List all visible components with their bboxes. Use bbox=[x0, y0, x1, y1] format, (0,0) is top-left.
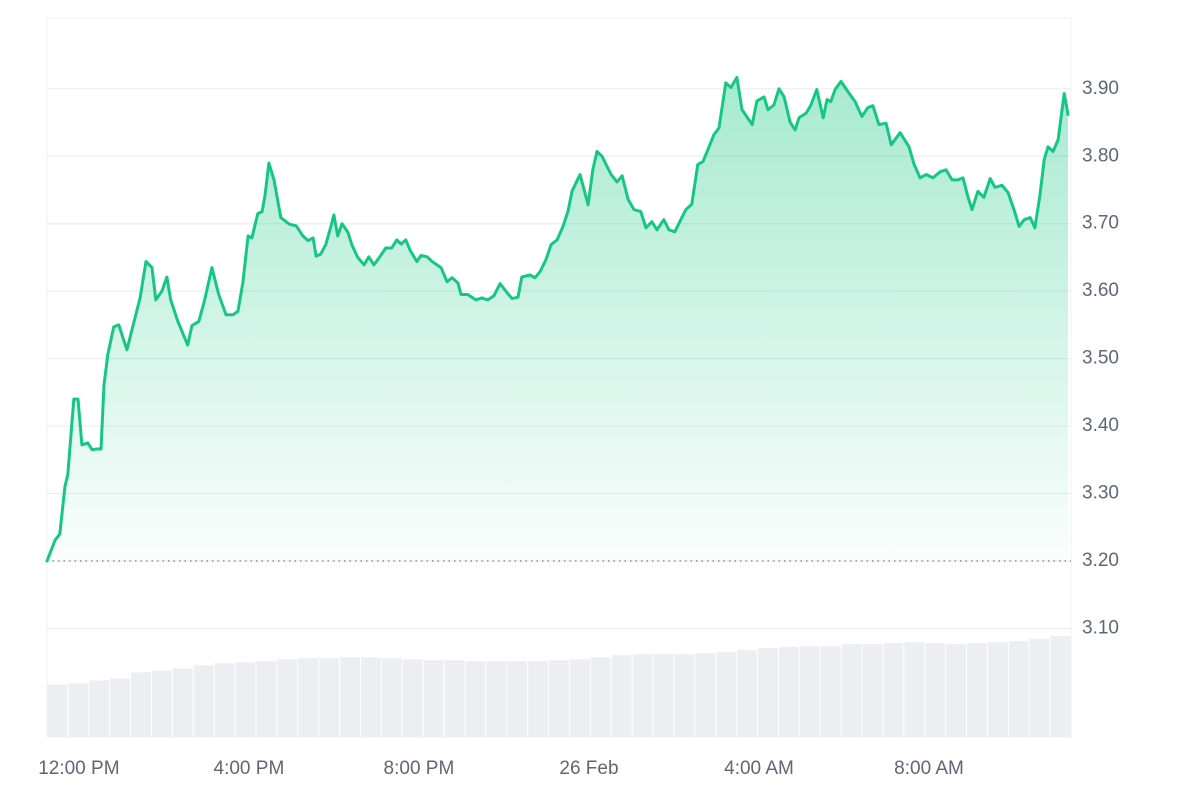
volume-bar bbox=[444, 660, 465, 737]
volume-bar bbox=[799, 646, 820, 737]
volume-bar bbox=[277, 659, 298, 737]
volume-bar bbox=[131, 672, 151, 737]
volume-bar bbox=[987, 642, 1008, 737]
volume-bar bbox=[737, 650, 758, 737]
x-tick-label: 12:00 PM bbox=[38, 758, 119, 779]
volume-bar bbox=[1008, 641, 1029, 737]
volume-bar bbox=[68, 683, 89, 737]
x-tick-label: 26 Feb bbox=[559, 758, 618, 779]
volume-bar bbox=[946, 644, 967, 737]
volume-bar bbox=[151, 670, 172, 737]
volume-bar bbox=[632, 654, 653, 737]
volume-bar bbox=[193, 665, 214, 737]
volume-bar bbox=[904, 642, 925, 737]
volume-bar bbox=[841, 644, 862, 737]
volume-bar bbox=[423, 660, 444, 737]
volume-bar bbox=[611, 655, 632, 737]
volume-bar bbox=[402, 659, 423, 737]
y-tick-label: 3.10 bbox=[1082, 617, 1119, 638]
y-tick-label: 3.80 bbox=[1082, 145, 1119, 166]
volume-bar bbox=[967, 643, 987, 737]
volume-bar bbox=[674, 654, 695, 737]
volume-bar bbox=[716, 652, 737, 737]
volume-bar bbox=[110, 678, 131, 737]
y-tick-label: 3.40 bbox=[1082, 415, 1119, 436]
x-tick-label: 8:00 AM bbox=[894, 758, 964, 779]
volume-bar bbox=[758, 648, 778, 737]
volume-bar bbox=[653, 654, 674, 737]
volume-bar bbox=[507, 661, 528, 737]
y-tick-label: 3.20 bbox=[1082, 550, 1119, 571]
volume-bar bbox=[528, 661, 549, 737]
volume-bar bbox=[89, 680, 110, 737]
volume-bar bbox=[465, 661, 486, 737]
volume-bar bbox=[360, 657, 381, 737]
volume-bar bbox=[862, 644, 883, 737]
volume-bar bbox=[549, 660, 569, 737]
volume-bar bbox=[381, 658, 402, 737]
volume-bar bbox=[319, 658, 340, 737]
x-tick-label: 4:00 PM bbox=[214, 758, 285, 779]
y-tick-label: 3.50 bbox=[1082, 348, 1119, 369]
volume-bar bbox=[235, 662, 256, 737]
volume-bar bbox=[883, 643, 904, 737]
volume-bar bbox=[820, 646, 841, 737]
volume-bar bbox=[1050, 636, 1071, 737]
volume-bar bbox=[47, 684, 68, 737]
y-tick-label: 3.30 bbox=[1082, 483, 1119, 504]
volume-bar bbox=[1029, 639, 1050, 737]
volume-bar bbox=[256, 661, 277, 737]
price-area bbox=[47, 77, 1068, 562]
volume-bar bbox=[214, 663, 235, 737]
y-tick-label: 3.60 bbox=[1082, 280, 1119, 301]
x-tick-label: 8:00 PM bbox=[384, 758, 455, 779]
price-line bbox=[45, 75, 1070, 563]
y-tick-label: 3.70 bbox=[1082, 213, 1119, 234]
volume-bar bbox=[590, 657, 611, 737]
y-tick-label: 3.90 bbox=[1082, 78, 1119, 99]
volume-bar bbox=[778, 647, 799, 737]
volume-bar bbox=[925, 643, 946, 737]
x-tick-label: 4:00 AM bbox=[724, 758, 794, 779]
volume-bar bbox=[172, 668, 193, 737]
volume-bar bbox=[695, 653, 716, 737]
volume-bar bbox=[298, 658, 319, 737]
volume-bar bbox=[340, 657, 360, 737]
volume-bar bbox=[569, 659, 590, 737]
volume-bar bbox=[486, 661, 507, 737]
